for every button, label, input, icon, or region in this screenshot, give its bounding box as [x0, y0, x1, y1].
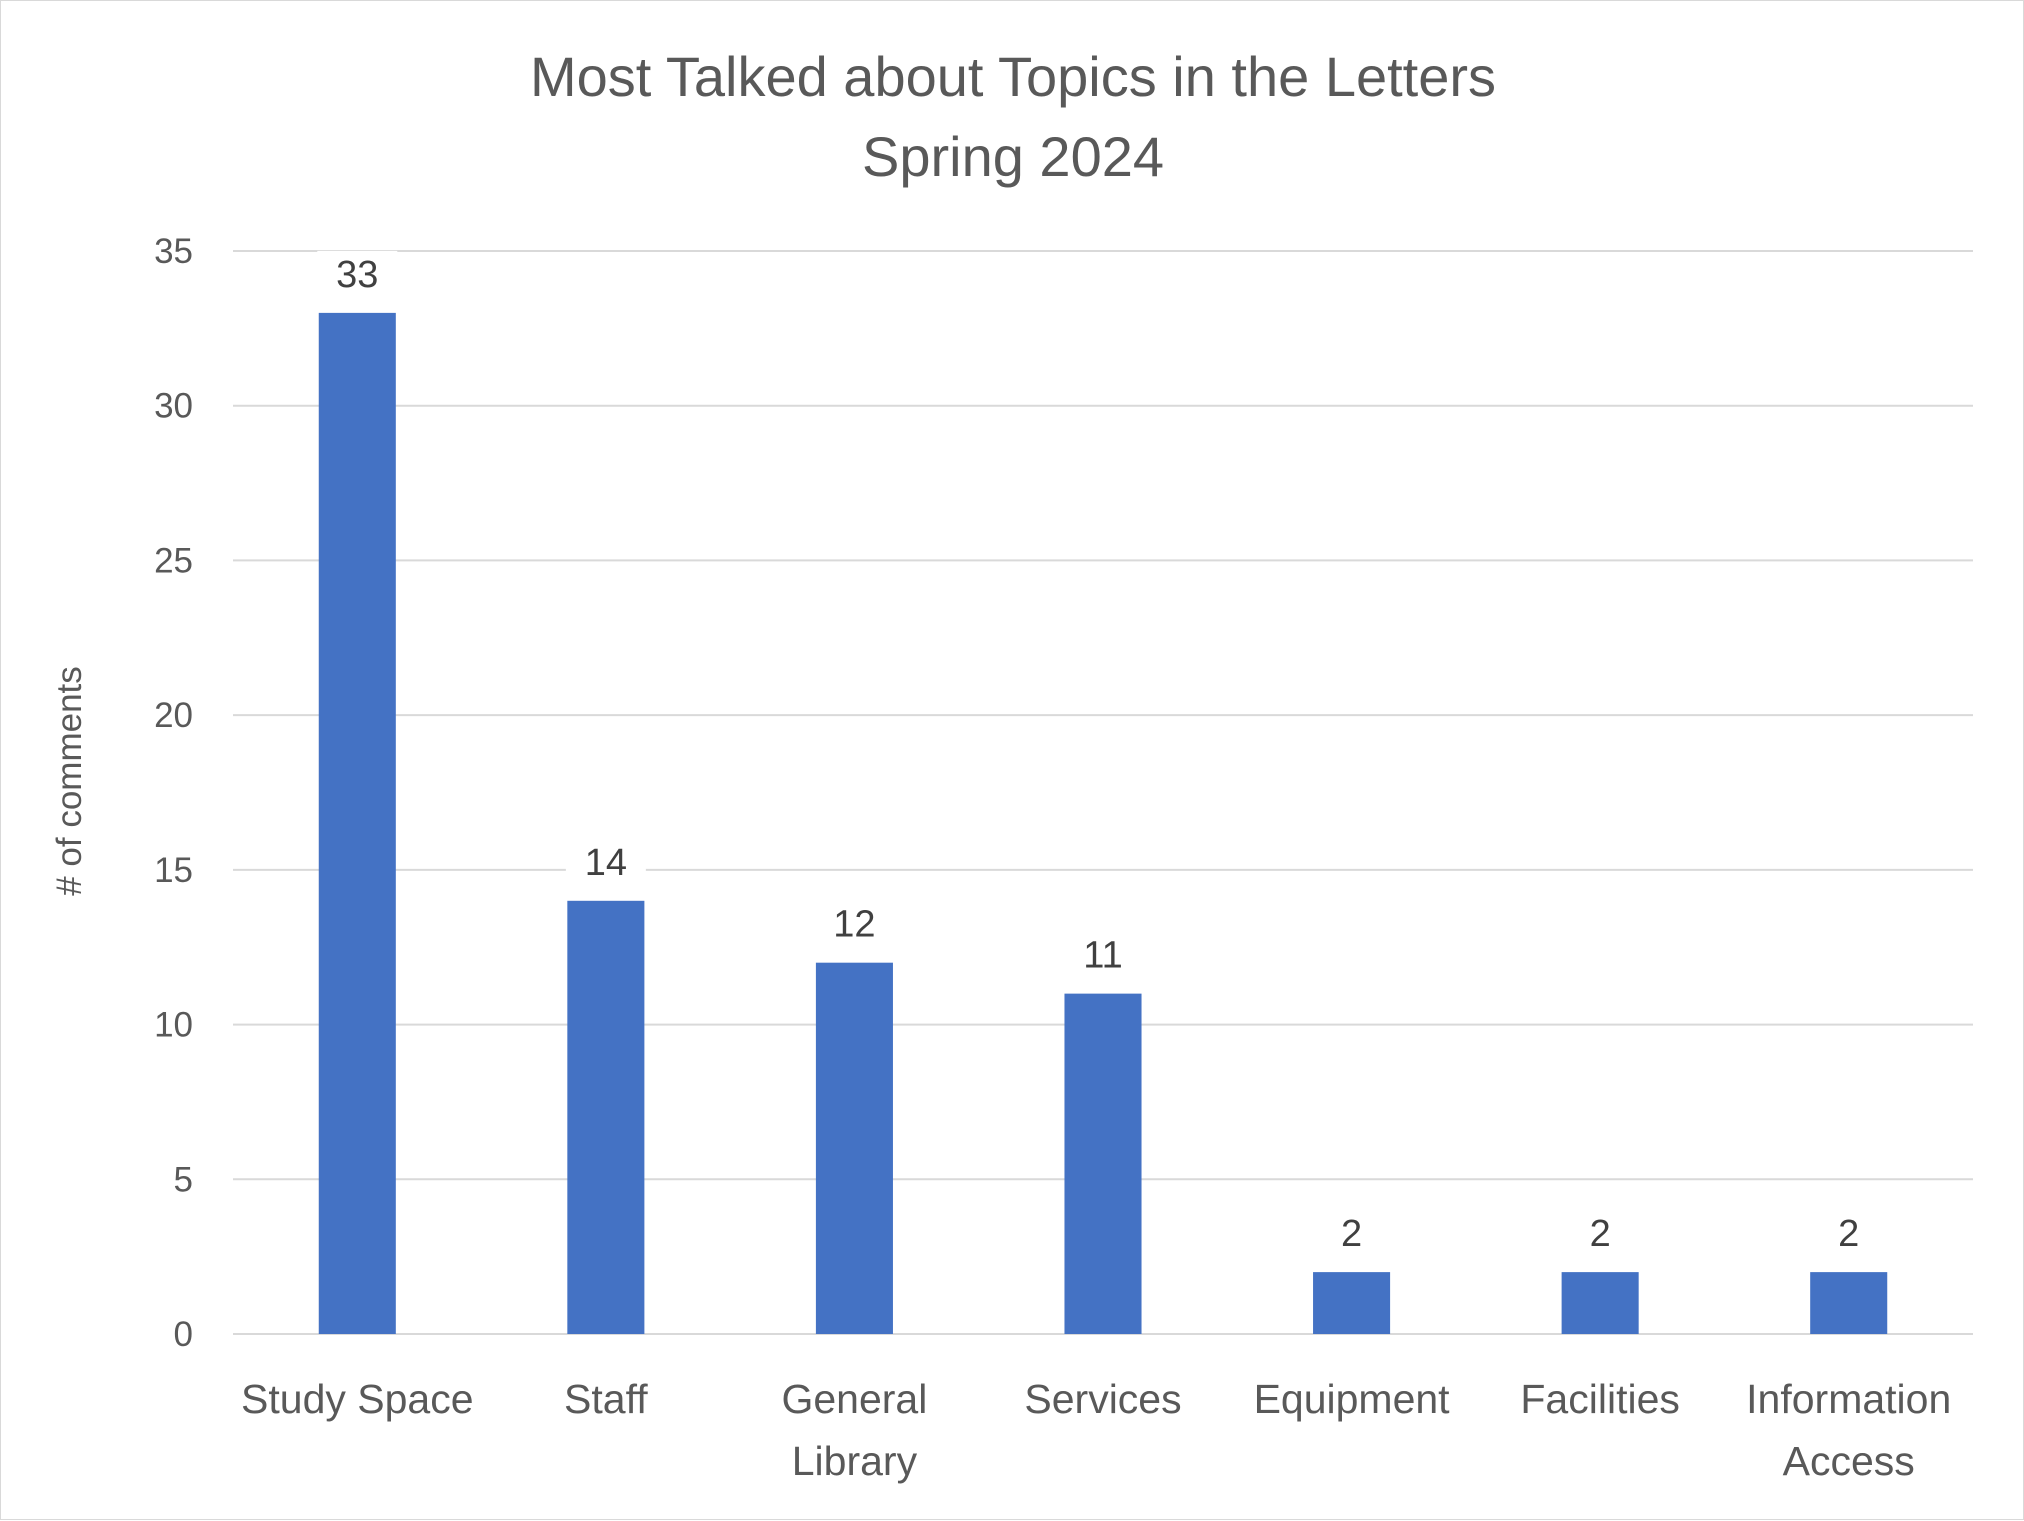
y-tick-label: 35 — [154, 232, 193, 271]
x-category-label: Services — [1024, 1376, 1181, 1422]
x-axis-categories: Study Space Staff General Library Services Eq… — [241, 1376, 1951, 1484]
data-label: 2 — [1341, 1213, 1362, 1255]
x-category-label: Information — [1746, 1376, 1951, 1422]
y-tick-label: 20 — [154, 696, 193, 735]
data-label: 12 — [833, 904, 875, 946]
bar — [318, 312, 396, 1334]
data-label-background — [565, 838, 646, 885]
y-axis-label: # of comments — [50, 666, 89, 896]
data-label-background — [1808, 1210, 1889, 1257]
y-tick-label: 10 — [154, 1006, 193, 1045]
chart-title: Most Talked about Topics in the Letters — [530, 45, 1496, 108]
data-label: 14 — [585, 842, 627, 884]
y-tick-label: 30 — [154, 387, 193, 426]
x-category-label: General — [781, 1376, 927, 1422]
data-label: 2 — [1590, 1213, 1611, 1255]
data-label-background — [1311, 1210, 1392, 1257]
data-labels: 33 14 12 11 2 2 2 — [317, 250, 1889, 1257]
y-tick-label: 5 — [174, 1160, 193, 1199]
data-label-background — [1063, 931, 1143, 978]
bar — [1313, 1272, 1391, 1334]
bars — [318, 312, 1888, 1334]
x-category-label: Facilities — [1520, 1376, 1679, 1422]
bar — [1561, 1272, 1639, 1334]
data-label: 2 — [1838, 1213, 1859, 1255]
data-label-background — [1560, 1210, 1641, 1257]
data-label-background — [814, 900, 895, 947]
y-tick-label: 25 — [154, 541, 193, 580]
bar — [815, 962, 893, 1334]
x-category-label: Study Space — [241, 1376, 474, 1422]
data-label: 11 — [1083, 935, 1122, 977]
data-label: 33 — [336, 254, 378, 296]
x-category-label: Equipment — [1254, 1376, 1451, 1422]
bar — [567, 900, 645, 1334]
x-category-label: Staff — [564, 1376, 648, 1422]
x-category-label: Library — [792, 1438, 918, 1484]
y-axis-ticks: 0 5 10 15 20 25 30 35 — [154, 232, 193, 1354]
bar — [1810, 1272, 1888, 1334]
x-category-label: Access — [1783, 1438, 1915, 1484]
y-tick-label: 0 — [174, 1315, 193, 1354]
y-tick-label: 15 — [154, 851, 193, 890]
data-label-background — [317, 250, 398, 297]
bar — [1064, 993, 1142, 1334]
chart-subtitle: Spring 2024 — [862, 125, 1164, 188]
